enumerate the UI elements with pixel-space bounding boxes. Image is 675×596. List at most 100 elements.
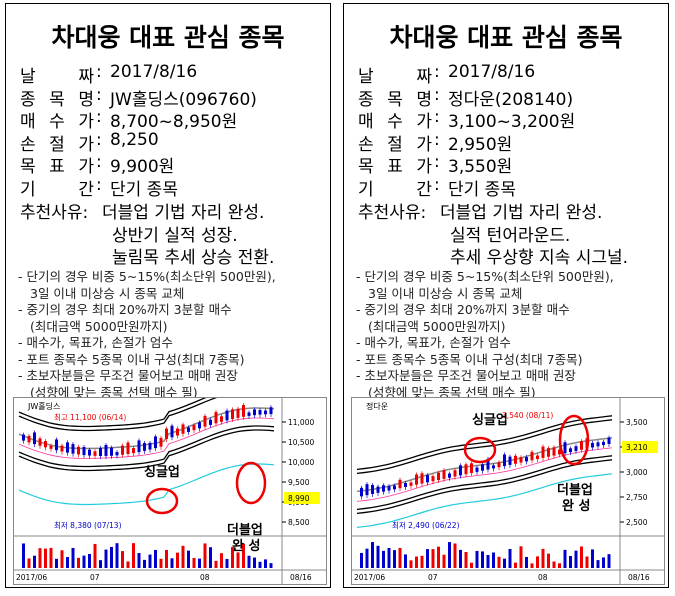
volume-bar: [192, 557, 196, 568]
volume-bar: [481, 551, 484, 568]
stock-name: 정다운: [366, 401, 388, 411]
x-tick-label: 08/16: [628, 573, 650, 582]
annotation: 더블업: [227, 522, 263, 538]
field-label: 종 목 명: [20, 89, 94, 110]
volume-bar: [525, 556, 528, 568]
reason: 추세 우상향 지속 시그널.: [450, 248, 629, 268]
stock-name: JW홀딩스: [27, 401, 60, 411]
field-value: 2,950원: [448, 134, 513, 155]
volume-bar: [71, 547, 75, 568]
band: [356, 415, 613, 471]
field-label: 날 짜: [20, 67, 94, 87]
volume-bar: [376, 545, 380, 568]
field-label: 목 표 가: [358, 157, 432, 177]
candle: [437, 472, 440, 481]
band: [18, 429, 275, 472]
price-tag: [284, 492, 320, 504]
candle: [121, 445, 124, 455]
volume-bar: [176, 552, 179, 568]
reason-label: 추천사유:: [358, 203, 427, 223]
band: [356, 447, 613, 502]
volume-bar: [415, 556, 418, 568]
reason: 더블업 기법 자리 완성.: [440, 203, 603, 223]
field-label: 손 절 가: [358, 134, 432, 155]
note: 3일 이내 미상승 시 종목 교체: [368, 285, 523, 301]
candle: [181, 424, 185, 434]
volume-bar: [596, 560, 600, 568]
y-tick-label: 10,000: [288, 458, 314, 467]
note: (성향에 맞는 종목 선택 매수 필): [368, 384, 536, 400]
volume-bar: [580, 546, 583, 568]
candle: [126, 442, 130, 455]
volume-bar: [242, 543, 245, 568]
candle: [38, 438, 42, 446]
plot-bg: [352, 398, 664, 584]
candle: [492, 465, 495, 469]
volume-bar: [591, 549, 594, 568]
volume-bar: [503, 558, 506, 568]
highlight: [463, 436, 497, 464]
title: 차대웅 대표 관심 종목: [51, 23, 285, 52]
field-value: 8,250: [110, 129, 159, 150]
candle: [44, 441, 47, 448]
note: (최대금액 5000만원까지): [30, 318, 168, 334]
candle: [481, 464, 484, 471]
volume-bar: [159, 558, 163, 568]
highlight: [235, 461, 267, 505]
separator: :: [434, 62, 440, 82]
volume-bar: [253, 557, 256, 568]
band: [356, 459, 613, 515]
volume-bar: [104, 549, 108, 568]
y-tick-label: 2,750: [626, 493, 648, 502]
separator: :: [434, 84, 440, 105]
candle: [110, 447, 113, 456]
note: - 중기의 경우 최대 20%까지 3분할 매수: [356, 302, 570, 317]
volume-bar: [585, 556, 589, 568]
volume-bar: [269, 563, 273, 568]
volume-bar: [508, 549, 512, 568]
candle: [525, 457, 528, 462]
candle: [33, 432, 36, 445]
candle: [514, 455, 517, 464]
candle: [591, 442, 594, 448]
candle: [198, 422, 201, 429]
volume-bar: [148, 554, 152, 568]
volume-bar: [82, 555, 86, 568]
separator: :: [434, 174, 440, 195]
separator: :: [96, 84, 102, 105]
field-label: 날 짜: [358, 67, 432, 87]
candle: [442, 470, 446, 479]
candle: [398, 479, 402, 489]
x-tick-label: 07: [90, 573, 100, 582]
candle: [93, 451, 97, 456]
candle: [536, 455, 539, 460]
candle: [376, 486, 380, 493]
candle: [170, 425, 174, 438]
candle: [242, 405, 245, 417]
volume-bar: [558, 563, 561, 568]
candle: [360, 487, 363, 497]
annotation: 싱글업: [144, 465, 180, 480]
volume-bar: [126, 561, 130, 568]
candle: [269, 407, 273, 415]
volume-bar: [214, 560, 218, 568]
volume-bar: [536, 556, 539, 568]
candle: [371, 484, 374, 494]
candle: [596, 442, 600, 447]
field-label: 매 수 가: [20, 112, 94, 132]
high-label: 3,540 (08/11): [502, 411, 553, 420]
separator: :: [96, 62, 102, 82]
candle: [569, 448, 572, 453]
volume-bar: [88, 554, 91, 568]
candle: [426, 475, 429, 483]
x-tick-label: 2017/06: [16, 573, 47, 582]
y-tick-label: 3,500: [626, 418, 648, 427]
candle: [225, 410, 229, 421]
candle: [115, 452, 119, 456]
candle: [448, 473, 451, 478]
field-label: 기 간: [358, 179, 432, 200]
candle: [220, 416, 223, 422]
candle: [558, 449, 561, 455]
y-tick-label: 3,000: [626, 468, 648, 477]
